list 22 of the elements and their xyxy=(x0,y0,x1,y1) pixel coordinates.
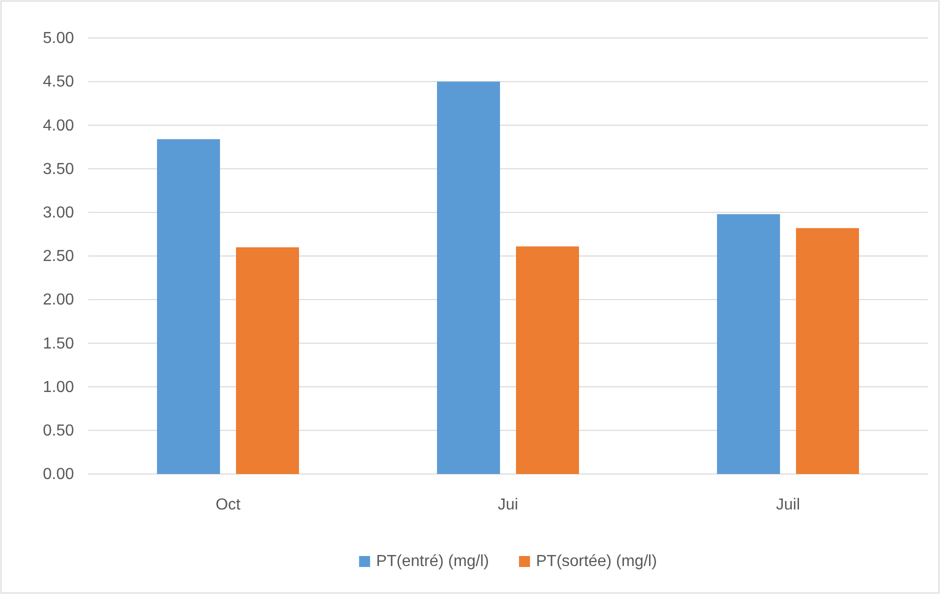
bar xyxy=(437,82,500,474)
y-tick-label: 4.50 xyxy=(42,74,74,91)
y-tick-label: 0.00 xyxy=(42,466,74,484)
x-tick-label: Jui xyxy=(498,496,518,514)
y-tick-label: 5.00 xyxy=(42,30,74,48)
y-tick-label: 4.00 xyxy=(42,117,74,134)
x-tick-label: Oct xyxy=(216,496,241,514)
legend-label: PT(sortée) (mg/l) xyxy=(536,553,657,570)
bar xyxy=(717,214,780,474)
y-tick-label: 2.00 xyxy=(42,292,74,309)
y-tick-label: 1.00 xyxy=(42,378,74,396)
y-tick-label: 3.00 xyxy=(42,204,74,222)
bar xyxy=(236,247,299,474)
bar xyxy=(796,228,859,474)
bar xyxy=(516,246,579,474)
y-tick-label: 1.50 xyxy=(42,335,74,352)
y-tick-label: 3.50 xyxy=(42,160,74,178)
y-tick-label: 2.50 xyxy=(42,248,74,266)
bar xyxy=(157,139,220,474)
y-tick-label: 0.50 xyxy=(42,422,74,440)
x-tick-label: Juil xyxy=(776,496,800,514)
legend-label: PT(entré) (mg/l) xyxy=(376,553,489,570)
